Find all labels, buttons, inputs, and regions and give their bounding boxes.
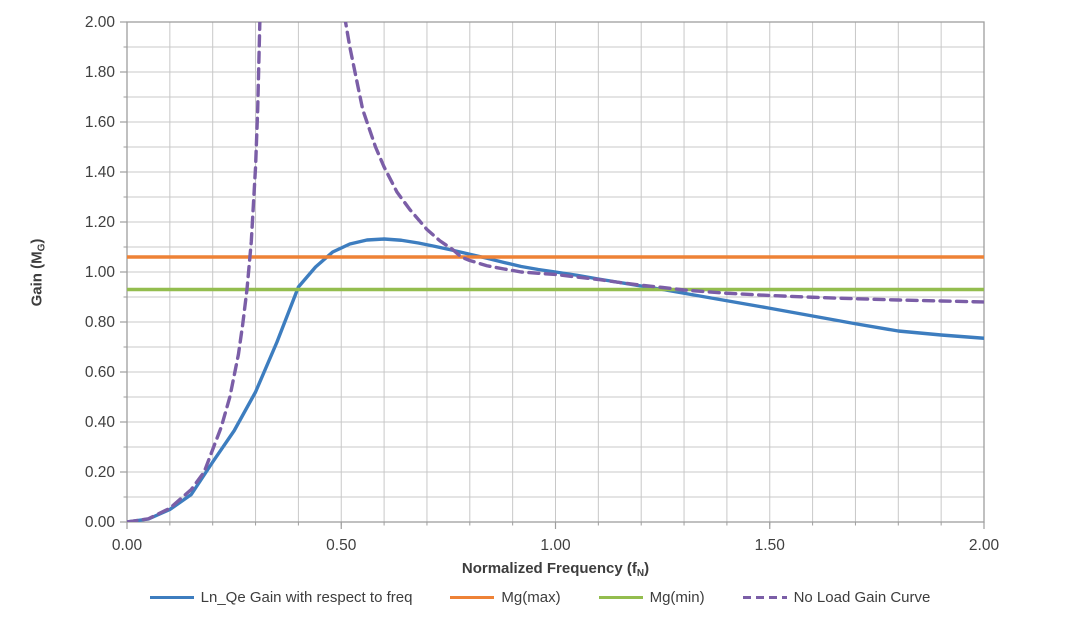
y-tick-label: 1.00 <box>85 264 116 281</box>
x-tick-label: 1.50 <box>755 537 786 554</box>
legend-label-2: Mg(min) <box>649 589 705 606</box>
y-axis-title-subscript: G <box>36 243 48 252</box>
y-axis-title-close: ) <box>28 238 46 244</box>
x-tick-label: 2.00 <box>969 537 1000 554</box>
series-line-3 <box>127 22 984 522</box>
y-tick-label: 1.20 <box>85 214 116 231</box>
y-tick-label: 1.60 <box>85 114 116 131</box>
legend-swatch-0 <box>149 595 194 600</box>
y-tick-label: 0.00 <box>85 514 116 531</box>
x-tick-label: 1.00 <box>540 537 571 554</box>
legend-label-1: Mg(max) <box>501 589 561 606</box>
legend-item-2: Mg(min) <box>598 589 705 606</box>
y-axis-title-main: Gain (M <box>28 251 46 307</box>
y-tick-label: 2.00 <box>85 14 116 31</box>
series-line-0 <box>127 237 984 522</box>
y-tick-label: 0.40 <box>85 414 116 431</box>
y-tick-label: 1.80 <box>85 64 116 81</box>
y-tick-label: 1.40 <box>85 164 116 181</box>
x-tick-label: 0.50 <box>326 537 357 554</box>
chart-legend: Ln_Qe Gain with respect to freq Mg(max) Mg… <box>0 589 1080 606</box>
x-tick-label: 0.00 <box>112 537 143 554</box>
x-axis-title: Normalized Frequency (fN) <box>127 560 984 579</box>
x-axis-title-main: Normalized Frequency (f <box>461 560 637 577</box>
legend-label-0: Ln_Qe Gain with respect to freq <box>200 589 413 606</box>
legend-swatch-2 <box>598 595 643 600</box>
y-axis-title: Gain (MG) <box>29 93 48 453</box>
x-axis-title-close: ) <box>644 560 650 577</box>
y-tick-label: 0.80 <box>85 314 116 331</box>
legend-label-3: No Load Gain Curve <box>793 589 931 606</box>
legend-swatch-3 <box>742 595 787 600</box>
legend-item-0: Ln_Qe Gain with respect to freq <box>149 589 413 606</box>
y-tick-label: 0.60 <box>85 364 116 381</box>
legend-item-3: No Load Gain Curve <box>742 589 931 606</box>
x-axis-title-subscript: N <box>636 568 645 579</box>
legend-item-1: Mg(max) <box>450 589 561 606</box>
y-tick-label: 0.20 <box>85 464 116 481</box>
legend-swatch-1 <box>450 595 495 600</box>
